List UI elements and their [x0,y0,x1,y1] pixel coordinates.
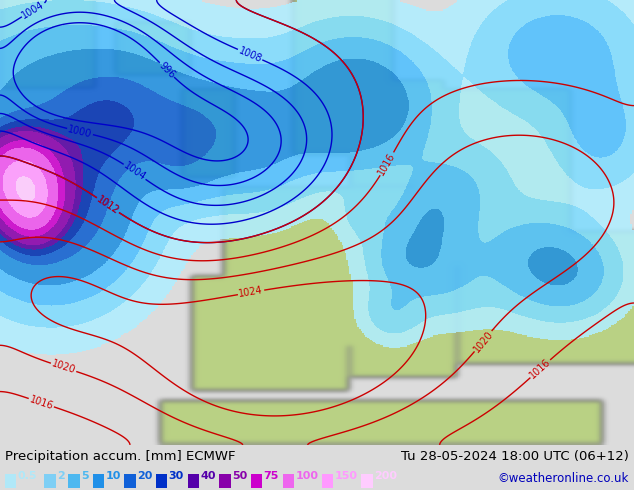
Text: ©weatheronline.co.uk: ©weatheronline.co.uk [498,471,629,485]
Text: Precipitation accum. [mm] ECMWF: Precipitation accum. [mm] ECMWF [5,450,236,464]
Text: Tu 28-05-2024 18:00 UTC (06+12): Tu 28-05-2024 18:00 UTC (06+12) [401,450,629,464]
Text: 30: 30 [169,470,184,481]
Text: 100: 100 [295,470,318,481]
Text: 1016: 1016 [28,394,55,411]
Bar [124,474,136,488]
Bar [44,474,56,488]
Text: 1004: 1004 [122,161,148,183]
Bar [5,474,16,488]
Bar [188,474,199,488]
Text: 1020: 1020 [50,359,77,376]
Text: 20: 20 [137,470,152,481]
Bar [251,474,262,488]
Text: 1016: 1016 [527,357,553,381]
Bar [68,474,80,488]
Text: 1020: 1020 [471,329,495,354]
Text: 0.5: 0.5 [18,470,37,481]
Text: 200: 200 [374,470,397,481]
Text: 1024: 1024 [238,285,264,299]
Text: 996: 996 [157,60,177,80]
Text: 1004: 1004 [20,0,46,21]
Text: 1000: 1000 [67,124,93,139]
Bar [283,474,294,488]
Text: 40: 40 [200,470,216,481]
Text: 1012: 1012 [95,194,121,216]
Text: 50: 50 [232,470,247,481]
Text: 2: 2 [57,470,65,481]
Bar [156,474,167,488]
Text: 75: 75 [264,470,279,481]
Bar [219,474,231,488]
Bar [322,474,333,488]
Bar [361,474,373,488]
Bar [93,474,104,488]
Text: 150: 150 [335,470,358,481]
Text: 1016: 1016 [377,151,398,177]
Text: 10: 10 [105,470,120,481]
Text: 1008: 1008 [237,45,263,64]
Text: 1012: 1012 [95,194,121,216]
Text: 5: 5 [81,470,89,481]
